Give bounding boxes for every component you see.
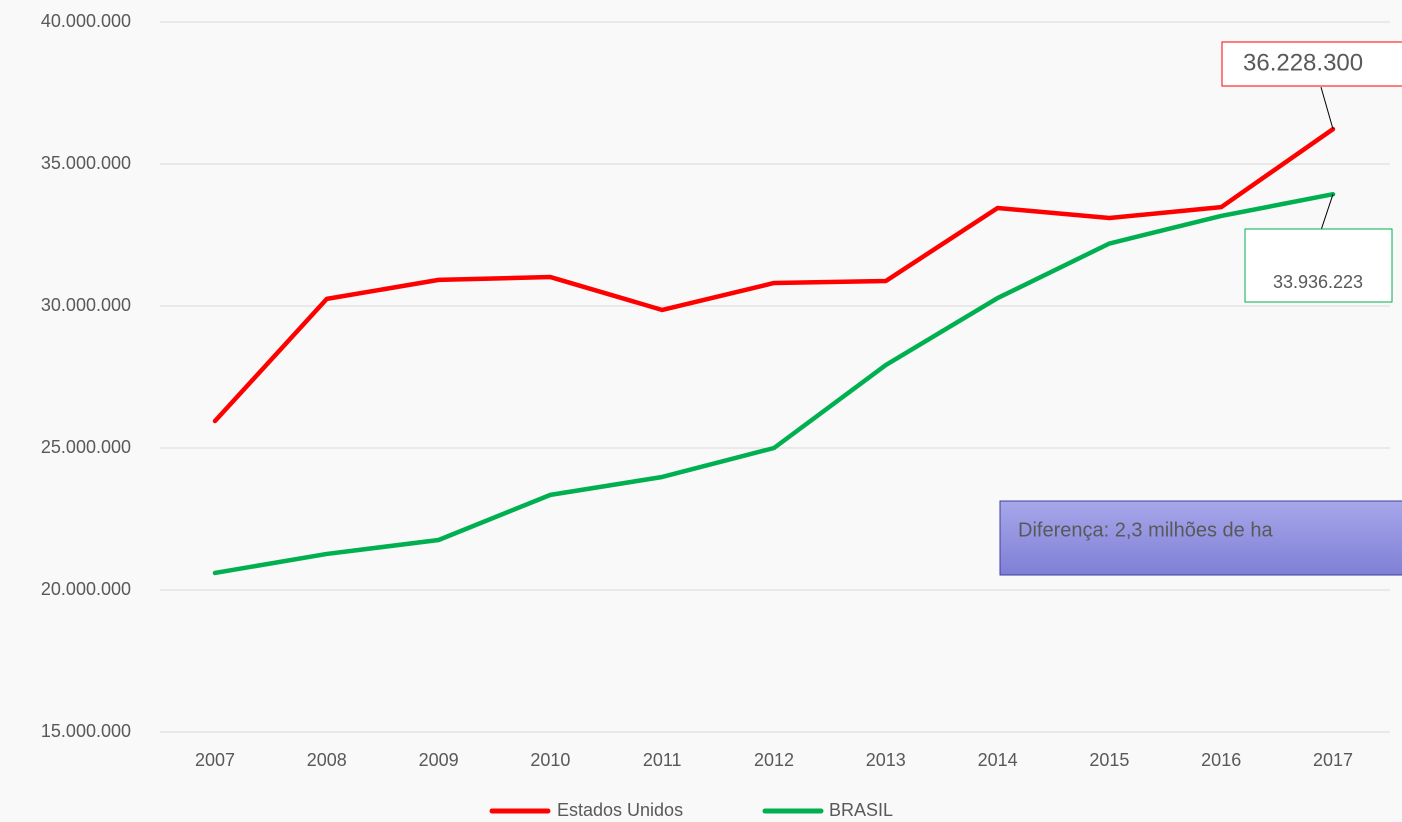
data-label: 36.228.300 [1243, 49, 1363, 76]
y-tick-label: 30.000.000 [41, 295, 131, 315]
leader-line [1320, 86, 1334, 130]
x-tick-label: 2014 [978, 750, 1018, 770]
data-label: 33.936.223 [1273, 272, 1363, 292]
x-tick-label: 2007 [195, 750, 235, 770]
y-tick-label: 35.000.000 [41, 153, 131, 173]
x-tick-label: 2015 [1089, 750, 1129, 770]
y-tick-label: 20.000.000 [41, 579, 131, 599]
x-tick-label: 2016 [1201, 750, 1241, 770]
x-tick-label: 2012 [754, 750, 794, 770]
y-tick-label: 25.000.000 [41, 437, 131, 457]
x-tick-label: 2011 [643, 750, 682, 770]
annotation-box [999, 500, 1402, 576]
legend-label: BRASIL [829, 800, 893, 820]
x-tick-label: 2009 [419, 750, 459, 770]
annotation: Diferença: 2,3 milhões de ha [1018, 519, 1273, 541]
label-box [1244, 228, 1393, 303]
x-tick-label: 2013 [866, 750, 906, 770]
line-series [212, 126, 1336, 424]
leader-line [1320, 194, 1334, 231]
x-tick-label: 2010 [530, 750, 570, 770]
x-tick-label: 2008 [307, 750, 347, 770]
x-tick-label: 2017 [1313, 750, 1353, 770]
line-series [212, 191, 1336, 576]
y-tick-label: 40.000.000 [41, 11, 131, 31]
label-box [1221, 41, 1402, 87]
legend-label: Estados Unidos [557, 800, 683, 820]
y-tick-label: 15.000.000 [41, 721, 131, 741]
